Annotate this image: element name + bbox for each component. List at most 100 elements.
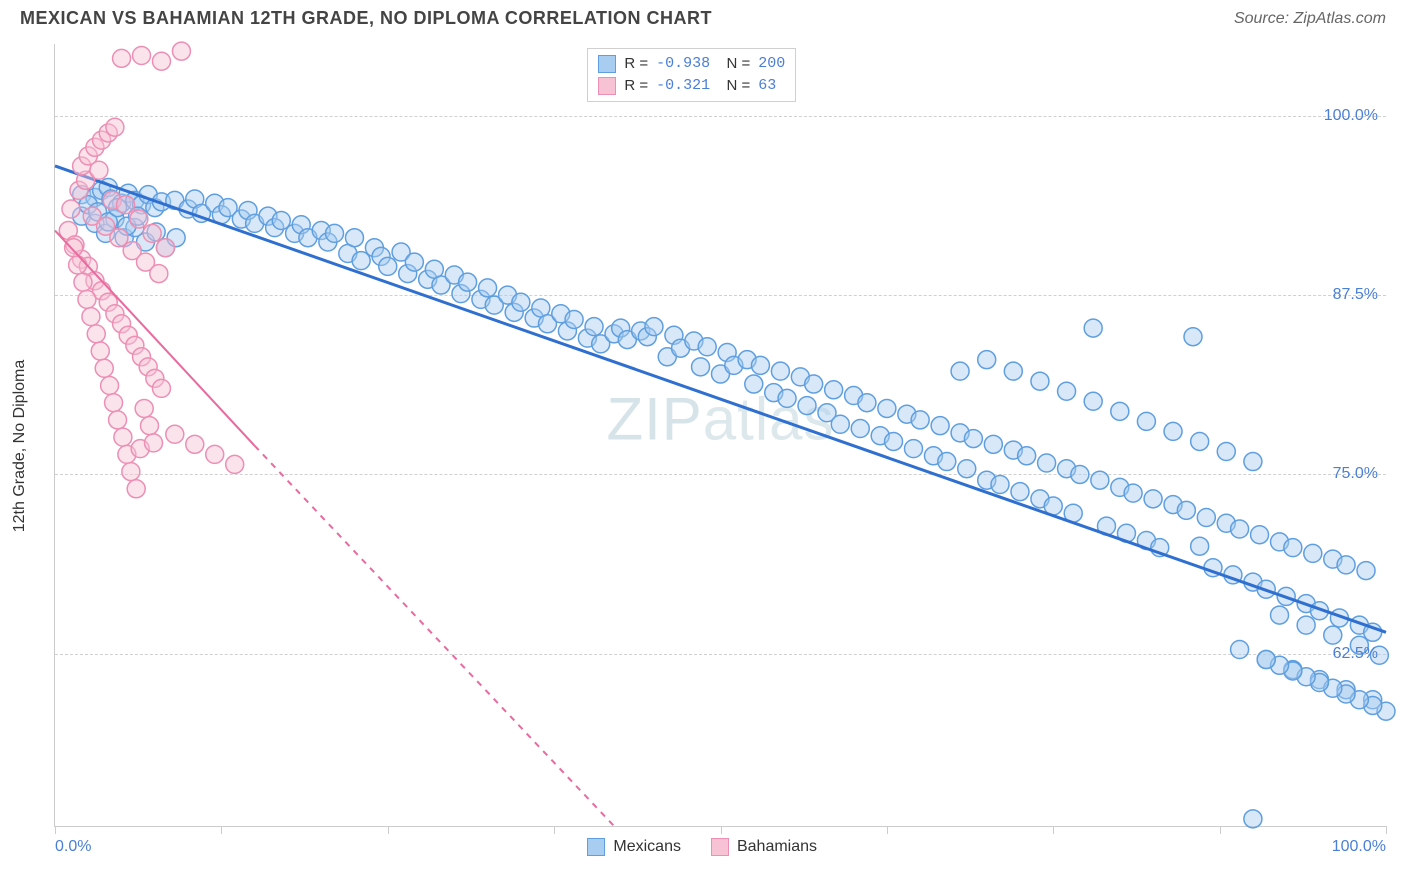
data-point [984,435,1002,453]
data-point [1284,539,1302,557]
chart-plot-area: ZIPatlas R =-0.938 N =200R =-0.321 N = 6… [54,44,1386,827]
data-point [82,308,100,326]
series-legend: Mexicans Bahamians [587,838,817,856]
data-point [226,455,244,473]
data-point [1191,537,1209,555]
data-point [698,338,716,356]
data-point [851,420,869,438]
data-point [135,399,153,417]
x-axis-min-label: 0.0% [55,838,91,856]
data-point [62,200,80,218]
data-point [206,445,224,463]
legend-row: R =-0.321 N = 63 [598,75,785,97]
legend-swatch [587,838,605,856]
data-point [771,362,789,380]
x-tick [1220,826,1221,834]
data-point [991,476,1009,494]
data-point [951,362,969,380]
data-point [958,460,976,478]
series-legend-label: Bahamians [737,838,817,856]
data-point [141,417,159,435]
data-point [585,318,603,336]
data-point [1124,484,1142,502]
data-point [1038,454,1056,472]
data-point [172,42,190,60]
data-point [113,49,131,67]
data-point [379,257,397,275]
legend-swatch [598,77,616,95]
data-point [878,399,896,417]
data-point [825,381,843,399]
x-tick [887,826,888,834]
correlation-legend: R =-0.938 N =200R =-0.321 N = 63 [587,48,796,102]
y-tick-label: 62.5% [1333,645,1378,663]
data-point [1184,328,1202,346]
data-point [1011,483,1029,501]
legend-swatch [711,838,729,856]
series-legend-label: Mexicans [613,838,681,856]
data-point [1004,362,1022,380]
data-point [166,425,184,443]
data-point [745,375,763,393]
x-tick [55,826,56,834]
data-point [904,440,922,458]
data-point [911,411,929,429]
data-point [1084,319,1102,337]
x-tick [1053,826,1054,834]
data-point [106,118,124,136]
data-point [1231,520,1249,538]
scatter-plot-svg [55,44,1386,826]
data-point [150,265,168,283]
data-point [565,310,583,328]
data-point [127,480,145,498]
x-tick [1386,826,1387,834]
data-point [1324,626,1342,644]
data-point [109,411,127,429]
trend-line-dashed [255,446,614,826]
data-point [1217,443,1235,461]
series-legend-item: Bahamians [711,838,817,856]
legend-swatch [598,55,616,73]
data-point [1231,641,1249,659]
data-point [938,453,956,471]
data-point [1304,544,1322,562]
data-point [1144,490,1162,508]
legend-n-label: N = [718,75,750,97]
data-point [1357,562,1375,580]
trend-line [55,166,1386,632]
data-point [1111,402,1129,420]
data-point [512,293,530,311]
legend-r-label: R = [624,75,648,97]
legend-r-label: R = [624,53,648,75]
data-point [479,279,497,297]
data-point [1137,412,1155,430]
data-point [122,463,140,481]
data-point [69,256,87,274]
data-point [1164,422,1182,440]
legend-n-value: 200 [758,53,785,75]
data-point [78,290,96,308]
legend-n-label: N = [718,53,750,75]
data-point [114,428,132,446]
legend-r-value: -0.321 [656,75,710,97]
data-point [1177,501,1195,519]
x-tick [554,826,555,834]
data-point [805,375,823,393]
data-point [858,394,876,412]
legend-r-value: -0.938 [656,53,710,75]
y-axis-label: 12th Grade, No Diploma [11,360,29,533]
data-point [931,417,949,435]
data-point [1071,465,1089,483]
data-point [1244,810,1262,828]
data-point [1058,382,1076,400]
data-point [156,239,174,257]
data-point [130,210,148,228]
data-point [1251,526,1269,544]
data-point [1084,392,1102,410]
data-point [74,273,92,291]
data-point [65,239,83,257]
y-tick-label: 87.5% [1333,286,1378,304]
x-axis-max-label: 100.0% [1332,838,1386,856]
data-point [133,46,151,64]
data-point [1337,556,1355,574]
